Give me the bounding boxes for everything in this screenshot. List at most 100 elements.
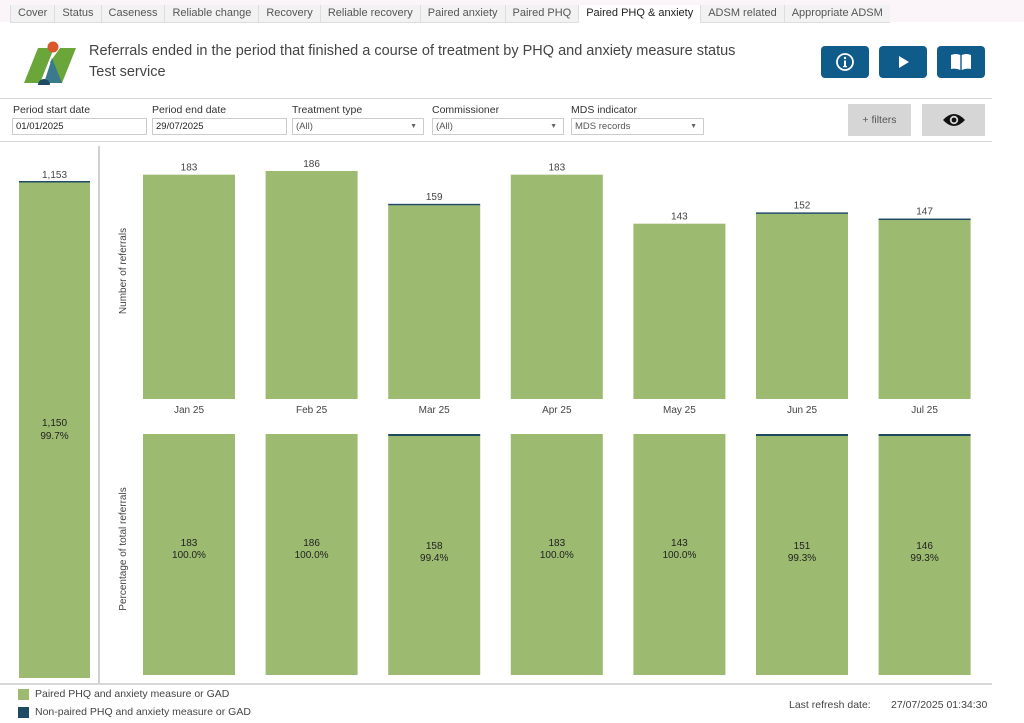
bar-total-label: 183 [181,163,198,174]
tab-paired-phq[interactable]: Paired PHQ [504,5,579,22]
pct-bar-pct-label: 100.0% [295,550,329,561]
summary-bar-paired [19,182,90,678]
x-tick-label: Jul 25 [911,405,938,416]
chevron-down-icon: ▼ [690,123,697,130]
pct-bar-count-label: 158 [426,541,443,552]
pct-bar-pct-label: 100.0% [662,550,696,561]
tab-adsm-related[interactable]: ADSM related [700,5,783,22]
period-end-label: Period end date [152,104,227,116]
pct-bar-paired-0 [143,434,235,675]
treatment-type-select[interactable]: (All) ▼ [292,118,424,135]
pct-bar-count-label: 186 [303,538,320,549]
pct-bar-paired-1 [265,434,358,675]
bar-paired-1 [265,171,358,399]
tab-cover[interactable]: Cover [10,5,54,22]
page-title: Referrals ended in the period that finis… [89,43,736,59]
period-end-input[interactable]: 29/07/2025 [152,118,287,135]
bar-non-paired-2 [388,203,481,206]
chevron-down-icon: ▼ [410,123,417,130]
tab-status[interactable]: Status [54,5,100,22]
legend-swatch-non-paired [18,706,29,718]
pct-bar-pct-label: 100.0% [540,550,574,561]
commissioner-select[interactable]: (All) ▼ [432,118,564,135]
pct-bar-paired-3 [510,434,603,675]
mds-indicator-value: MDS records [575,121,631,132]
bar-non-paired-5 [756,212,848,214]
bar-total-label: 143 [671,212,688,223]
tab-paired-phq-anxiety[interactable]: Paired PHQ & anxiety [578,5,701,23]
bar-total-label: 186 [303,159,320,170]
mds-indicator-select[interactable]: MDS records ▼ [571,118,704,135]
bar-paired-0 [143,174,235,399]
more-filters-button[interactable]: + filters [848,104,911,136]
dashboard-tabs: Cover Status Caseness Reliable change Recove… [10,5,890,23]
tab-recovery[interactable]: Recovery [258,5,319,22]
bar-non-paired-6 [878,218,971,221]
last-refresh-label: Last refresh date: [789,699,871,711]
legend-swatch-paired [18,688,29,700]
book-icon [951,54,971,70]
info-icon [836,53,854,71]
bar-paired-2 [388,205,481,399]
commissioner-value: (All) [436,121,453,132]
summary-paired-count: 1,150 [42,418,67,429]
legend-item-paired: Paired PHQ and anxiety measure or GAD [18,688,229,700]
period-start-input[interactable]: 01/01/2025 [12,118,147,135]
pct-bar-non-paired-6 [878,434,971,436]
pct-bar-paired-2 [388,436,481,675]
pct-bar-count-label: 183 [181,538,198,549]
bar-paired-5 [756,213,848,399]
x-tick-label: Feb 25 [296,405,328,416]
chevron-down-icon: ▼ [550,123,557,130]
y-axis-label-top: Number of referrals [118,228,129,314]
pct-bar-count-label: 146 [916,541,933,552]
pct-bar-count-label: 151 [794,541,811,552]
pct-bar-paired-5 [756,436,848,675]
pct-bar-count-label: 183 [548,538,565,549]
divider [0,683,992,685]
play-button[interactable] [879,46,927,78]
pct-bar-paired-4 [633,434,726,675]
bar-paired-4 [633,223,726,399]
info-button[interactable] [821,46,869,78]
tab-caseness[interactable]: Caseness [100,5,165,22]
tab-appropriate-adsm[interactable]: Appropriate ADSM [783,5,890,22]
summary-paired-pct: 99.7% [40,431,68,442]
last-refresh-value: 27/07/2025 01:34:30 [891,699,988,711]
x-tick-label: Mar 25 [419,405,451,416]
treatment-type-label: Treatment type [292,104,363,116]
pct-bar-paired-6 [878,436,971,675]
bar-total-label: 159 [426,192,443,203]
bar-paired-6 [878,220,971,399]
view-toggle-button[interactable] [922,104,985,136]
legend-item-non-paired: Non-paired PHQ and anxiety measure or GA… [18,706,251,718]
tab-paired-anxiety[interactable]: Paired anxiety [419,5,505,22]
legend-label: Paired PHQ and anxiety measure or GAD [35,688,230,700]
x-tick-label: Jun 25 [787,405,817,416]
eye-icon [942,114,965,126]
tab-strip: Cover Status Caseness Reliable change Recove… [0,0,1024,23]
pct-bar-pct-label: 99.3% [788,553,816,564]
period-start-label: Period start date [13,104,91,116]
logo [24,41,76,85]
commissioner-label: Commissioner [432,104,500,116]
chart-separator [98,146,100,683]
bar-total-label: 147 [916,207,933,218]
pct-bar-pct-label: 99.4% [420,553,448,564]
bar-paired-3 [510,174,603,399]
x-tick-label: Jan 25 [174,405,204,416]
treatment-type-value: (All) [296,121,313,132]
play-icon [899,56,909,68]
summary-total-label: 1,153 [42,170,67,181]
service-name: Test service [89,64,166,80]
bar-total-label: 152 [794,200,811,211]
tab-reliable-change[interactable]: Reliable change [164,5,258,22]
pct-bar-count-label: 143 [671,538,688,549]
pct-bar-pct-label: 100.0% [172,550,206,561]
y-axis-label-bottom: Percentage of total referrals [118,487,129,610]
guide-button[interactable] [937,46,985,78]
tab-reliable-recovery[interactable]: Reliable recovery [319,5,420,22]
legend-label: Non-paired PHQ and anxiety measure or GA… [35,706,251,718]
bar-total-label: 183 [548,163,565,174]
pct-bar-pct-label: 99.3% [910,553,938,564]
